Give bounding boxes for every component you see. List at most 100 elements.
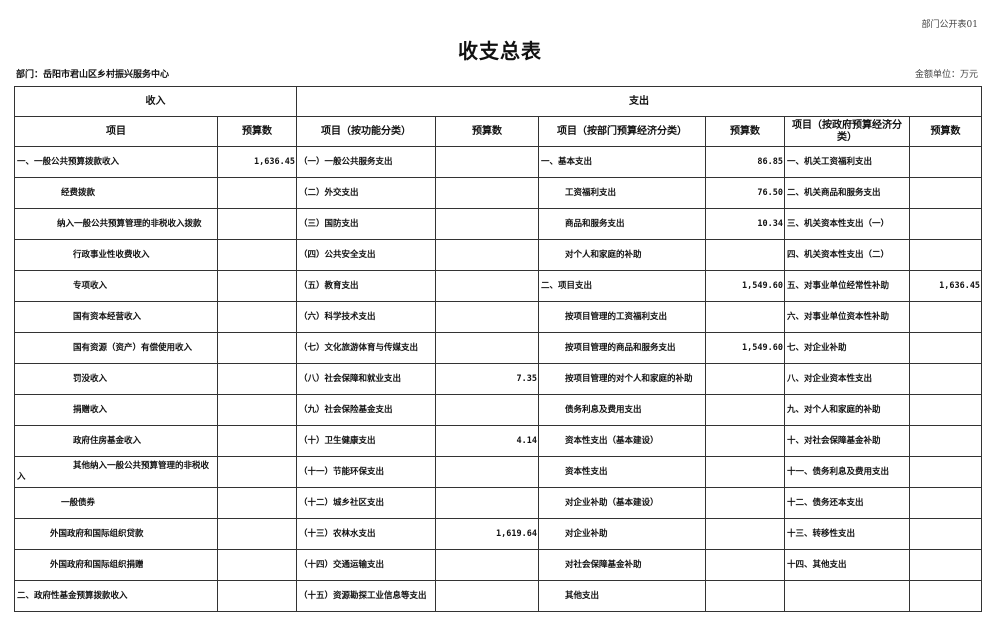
dept-econ-item: 工资福利支出 [538, 177, 706, 209]
function-amount: 1,619.64 [435, 518, 539, 550]
income-amount [217, 332, 297, 364]
table-row: 二、政府性基金预算拨款收入 （十五）资源勘探工业信息等支出 其他支出 [14, 580, 983, 612]
gov-econ-amount [908, 208, 983, 240]
gov-econ-item: 十三、转移性支出 [784, 518, 910, 550]
function-item: （四）公共安全支出 [296, 239, 436, 271]
function-amount [435, 301, 539, 333]
dept-econ-amount [705, 239, 785, 271]
dept-econ-amount: 1,549.60 [705, 270, 785, 302]
column-header: 项目（按政府预算经济分类） [784, 116, 910, 147]
dept-econ-amount: 10.34 [705, 208, 785, 240]
function-item: （八）社会保障和就业支出 [296, 363, 436, 395]
gov-econ-item: 七、对企业补助 [784, 332, 910, 364]
dept-econ-item: 一、基本支出 [538, 146, 706, 178]
table-row: 捐赠收入 （九）社会保险基金支出 债务利息及费用支出 九、对个人和家庭的补助 [14, 394, 983, 426]
income-amount [217, 301, 297, 333]
expense-section-header: 支出 [295, 86, 983, 117]
gov-econ-amount [908, 363, 983, 395]
table-row: 罚没收入 （八）社会保障和就业支出 7.35 按项目管理的对个人和家庭的补助 八、对企业… [14, 363, 983, 395]
function-amount: 7.35 [435, 363, 539, 395]
function-amount [435, 146, 539, 178]
function-amount [435, 456, 539, 488]
table-row: 国有资本经营收入 （六）科学技术支出 按项目管理的工资福利支出 六、对事业单位资本性补… [14, 301, 983, 333]
gov-econ-item [784, 580, 910, 612]
table-row: 经费拨款 （二）外交支出 工资福利支出 76.50 二、机关商品和服务支出 [14, 177, 983, 209]
gov-econ-item: 六、对事业单位资本性补助 [784, 301, 910, 333]
income-item: 一、一般公共预算拨款收入 [14, 146, 218, 178]
function-item: （一）一般公共服务支出 [296, 146, 436, 178]
gov-econ-item: 八、对企业资本性支出 [784, 363, 910, 395]
function-item: （二）外交支出 [296, 177, 436, 209]
gov-econ-item: 十一、债务利息及费用支出 [784, 456, 910, 488]
income-item: 国有资源（资产）有偿使用收入 [14, 332, 218, 364]
dept-econ-item: 资本性支出 [538, 456, 706, 488]
income-amount [217, 394, 297, 426]
gov-econ-amount [908, 332, 983, 364]
page-title: 收支总表 [458, 39, 542, 63]
dept-econ-amount [705, 518, 785, 550]
gov-econ-item: 五、对事业单位经常性补助 [784, 270, 910, 302]
income-item: 纳入一般公共预算管理的非税收入拨款 [14, 208, 218, 240]
dept-econ-item: 对企业补助 [538, 518, 706, 550]
income-item: 专项收入 [14, 270, 218, 302]
function-amount: 4.14 [435, 425, 539, 457]
dept-econ-item: 对企业补助（基本建设） [538, 487, 706, 519]
dept-econ-amount [705, 394, 785, 426]
function-item: （十五）资源勘探工业信息等支出 [296, 580, 436, 612]
income-item: 国有资本经营收入 [14, 301, 218, 333]
table-row: 外国政府和国际组织贷款 （十三）农林水支出 1,619.64 对企业补助 十三、转移性支… [14, 518, 983, 550]
income-item: 一般债券 [14, 487, 218, 519]
dept-econ-amount [705, 301, 785, 333]
income-section-header: 收入 [14, 86, 297, 117]
dept-econ-item: 二、项目支出 [538, 270, 706, 302]
unit-label: 金额单位：万元 [914, 70, 978, 80]
dept-econ-item: 其他支出 [538, 580, 706, 612]
income-item: 行政事业性收费收入 [14, 239, 218, 271]
function-amount [435, 332, 539, 364]
column-header: 项目 [14, 116, 218, 147]
income-amount [217, 580, 297, 612]
function-amount [435, 239, 539, 271]
table-row: 国有资源（资产）有偿使用收入 （七）文化旅游体育与传媒支出 按项目管理的商品和服务支… [14, 332, 983, 364]
dept-econ-amount [705, 425, 785, 457]
income-item: 罚没收入 [14, 363, 218, 395]
department-label: 部门：岳阳市君山区乡村振兴服务中心 [16, 70, 170, 80]
dept-econ-item: 对社会保障基金补助 [538, 549, 706, 581]
dept-econ-item: 按项目管理的对个人和家庭的补助 [538, 363, 706, 395]
column-header: 预算数 [908, 116, 983, 147]
gov-econ-item: 三、机关资本性支出（一） [784, 208, 910, 240]
table-row: 政府住房基金收入 （十）卫生健康支出 4.14 资本性支出（基本建设） 十、对社会保障基… [14, 425, 983, 457]
gov-econ-amount [908, 146, 983, 178]
dept-econ-amount [705, 363, 785, 395]
table-row: 行政事业性收费收入 （四）公共安全支出 对个人和家庭的补助 四、机关资本性支出（二） [14, 239, 983, 271]
gov-econ-amount [908, 177, 983, 209]
table-row: 纳入一般公共预算管理的非税收入拨款 （三）国防支出 商品和服务支出 10.34 三、机关… [14, 208, 983, 240]
income-item: 外国政府和国际组织捐赠 [14, 549, 218, 581]
gov-econ-item: 九、对个人和家庭的补助 [784, 394, 910, 426]
function-item: （三）国防支出 [296, 208, 436, 240]
column-header: 项目（按部门预算经济分类） [538, 116, 706, 147]
income-amount [217, 363, 297, 395]
function-amount [435, 549, 539, 581]
gov-econ-item: 十四、其他支出 [784, 549, 910, 581]
document-code: 部门公开表01 [921, 20, 978, 30]
function-item: （五）教育支出 [296, 270, 436, 302]
section-header-row: 收入 支出 [14, 86, 983, 117]
income-item: 二、政府性基金预算拨款收入 [14, 580, 218, 612]
income-amount [217, 239, 297, 271]
income-amount [217, 270, 297, 302]
gov-econ-amount [908, 456, 983, 488]
dept-econ-amount: 1,549.60 [705, 332, 785, 364]
table-row: 一、一般公共预算拨款收入 1,636.45 （一）一般公共服务支出 一、基本支出 86.… [14, 146, 983, 178]
dept-econ-amount [705, 580, 785, 612]
gov-econ-item: 十二、债务还本支出 [784, 487, 910, 519]
table-row: 外国政府和国际组织捐赠 （十四）交通运输支出 对社会保障基金补助 十四、其他支出 [14, 549, 983, 581]
dept-econ-amount [705, 456, 785, 488]
column-header-row: 项目 预算数 项目（按功能分类） 预算数 项目（按部门预算经济分类） 预算数 项… [14, 116, 983, 147]
gov-econ-item: 一、机关工资福利支出 [784, 146, 910, 178]
function-item: （九）社会保险基金支出 [296, 394, 436, 426]
function-amount [435, 208, 539, 240]
gov-econ-amount [908, 487, 983, 519]
function-item: （六）科学技术支出 [296, 301, 436, 333]
column-header: 项目（按功能分类） [296, 116, 436, 147]
